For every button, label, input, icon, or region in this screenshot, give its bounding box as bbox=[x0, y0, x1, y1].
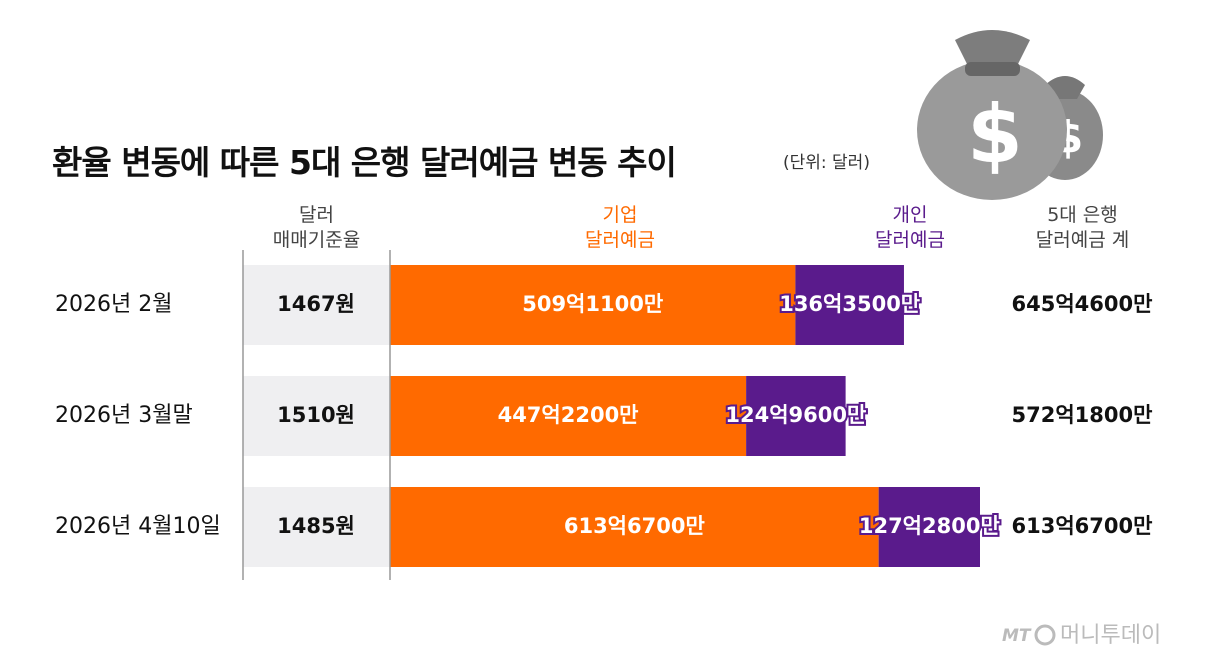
total-label: 645억4600만 bbox=[1012, 292, 1153, 316]
unit-note: (단위: 달러) bbox=[783, 153, 870, 173]
value-label: 447억2200만 bbox=[498, 403, 639, 427]
svg-text:$: $ bbox=[967, 88, 1023, 181]
bar-segment bbox=[390, 376, 747, 456]
rate-label: 1510원 bbox=[277, 403, 355, 427]
value-label: 127억2800만 bbox=[859, 514, 1000, 538]
total-label: 572억1800만 bbox=[1012, 403, 1153, 427]
category-label: 2026년 2월 bbox=[55, 292, 172, 317]
value-label: 613억6700만 bbox=[564, 514, 705, 538]
rate-label: 1467원 bbox=[277, 292, 355, 316]
legend-entry: 개인 달러예금 bbox=[875, 204, 945, 251]
plot-area: 2026년 2월 1467원 509억1100만 136억3500만 645억4600만… bbox=[55, 250, 1152, 580]
source: 머니투데이 bbox=[1060, 623, 1161, 648]
bar-segment bbox=[390, 265, 796, 345]
rate-cell bbox=[243, 487, 390, 567]
chart-title: 환율 변동에 따른 5대 은행 달러예금 변동 추이 bbox=[52, 143, 677, 182]
value-label: 136억3500만 bbox=[779, 292, 920, 316]
column-header: 달러 매매기준율 bbox=[272, 204, 361, 251]
category-label: 2026년 4월10일 bbox=[55, 514, 221, 539]
category-label: 2026년 3월말 bbox=[55, 403, 193, 428]
logo: MT bbox=[1002, 626, 1032, 646]
value-label: 124억9600만 bbox=[725, 403, 866, 427]
legend-entry: 기업 달러예금 bbox=[585, 204, 655, 251]
rate-cell bbox=[243, 376, 390, 456]
bar-segment bbox=[795, 265, 904, 345]
bar-segment bbox=[746, 376, 846, 456]
bar-segment bbox=[878, 487, 980, 567]
value-label: 509억1100만 bbox=[522, 292, 663, 316]
bar-segment bbox=[390, 487, 879, 567]
rate-label: 1485원 bbox=[277, 514, 355, 538]
column-header: 5대 은행 달러예금 계 bbox=[1035, 204, 1130, 251]
rate-cell bbox=[243, 265, 390, 345]
money-bag-icon: $ $ bbox=[917, 30, 1103, 200]
logo-mark bbox=[1034, 624, 1056, 646]
total-label: 613억6700만 bbox=[1012, 514, 1153, 538]
